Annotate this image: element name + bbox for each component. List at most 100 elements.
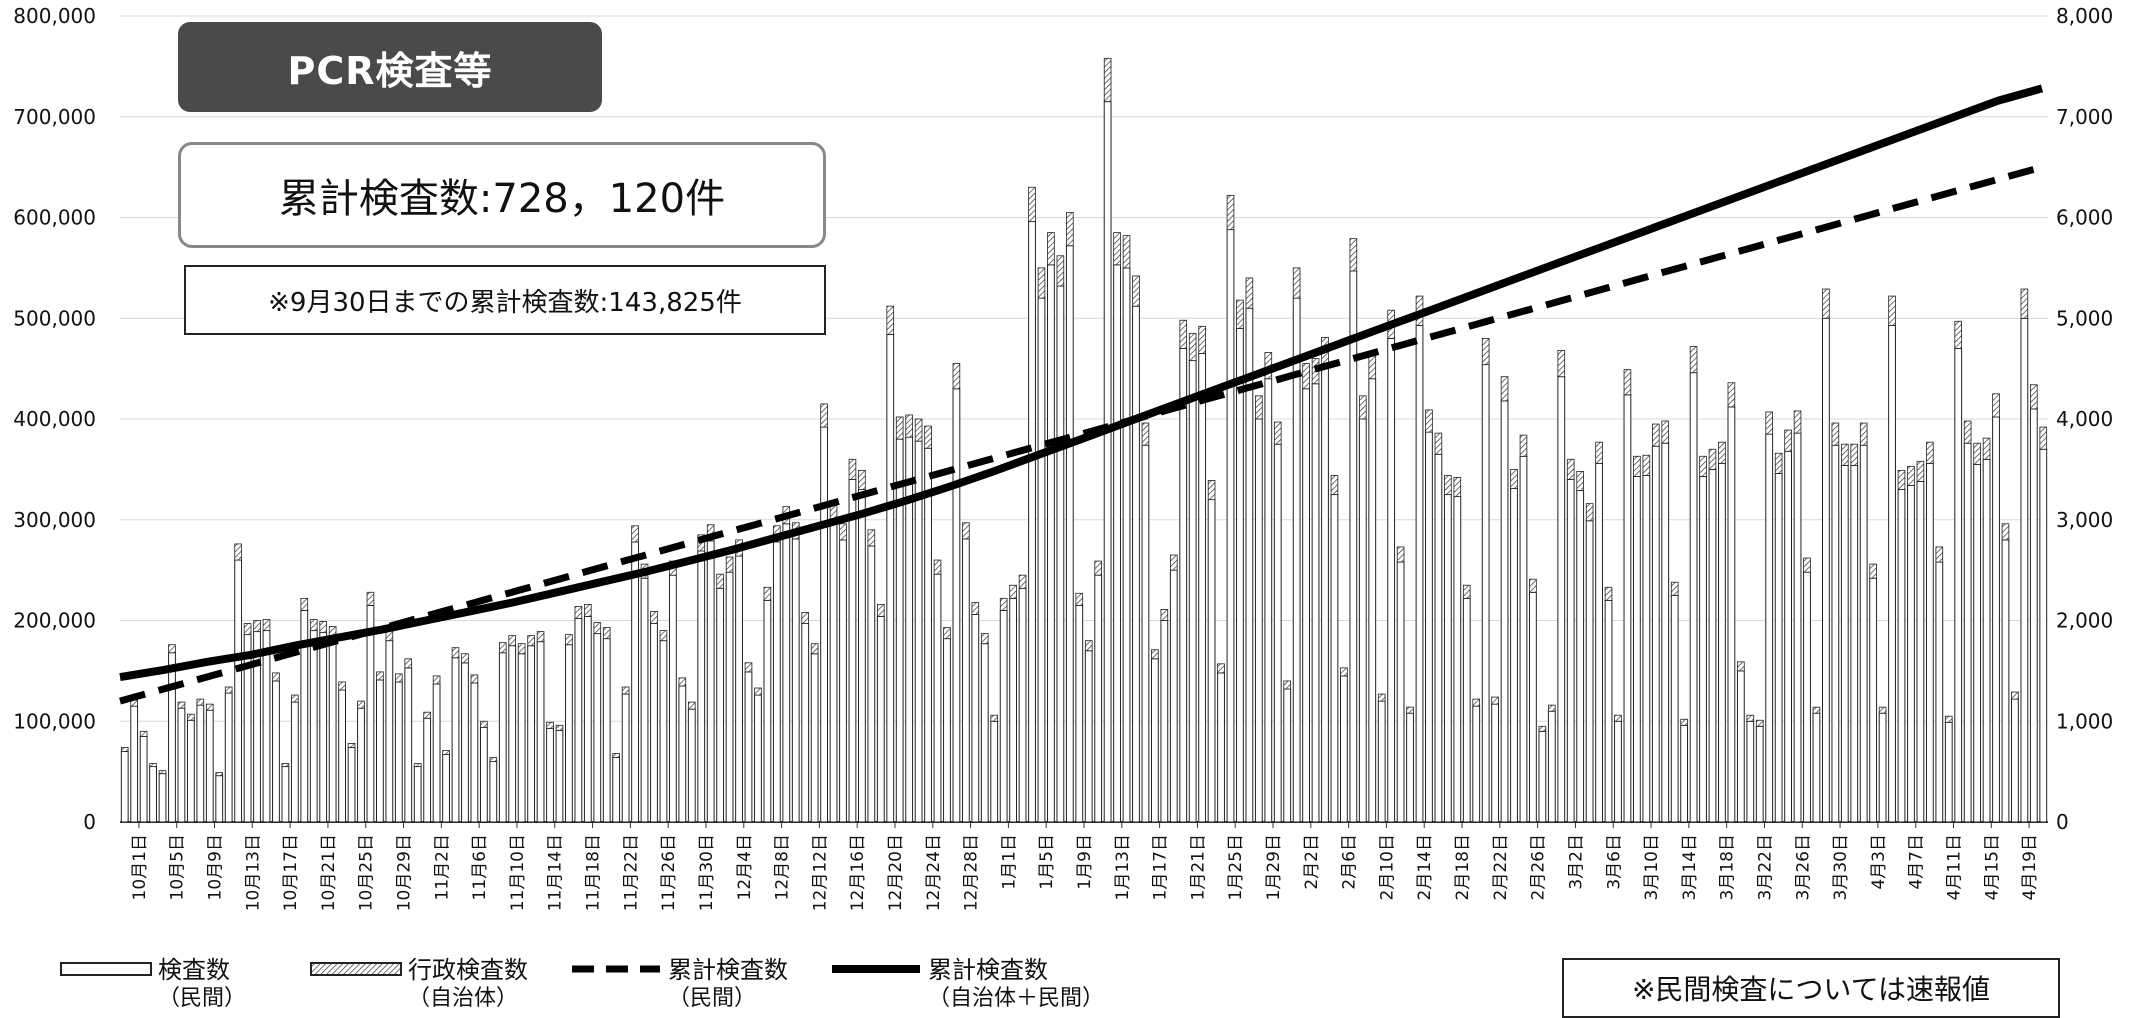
bar-admin — [1103, 57, 1112, 103]
bar-private — [1453, 496, 1462, 823]
bar-private — [1339, 675, 1348, 823]
bar-private — [536, 641, 545, 823]
bar-admin — [1188, 332, 1197, 361]
bar-admin — [980, 633, 989, 645]
x-tick-label: 10月25日 — [357, 834, 377, 911]
bar-private — [1510, 488, 1518, 823]
bar-admin — [1481, 337, 1490, 365]
bar-private — [1680, 724, 1689, 823]
bar-private — [1765, 433, 1774, 823]
bar-private — [754, 694, 762, 823]
bar-admin — [1462, 584, 1471, 599]
bar-admin — [801, 612, 809, 624]
bar-private — [1462, 597, 1471, 823]
bar-admin — [678, 677, 687, 687]
bar-admin — [1207, 480, 1216, 500]
bar-admin — [933, 559, 942, 575]
bar-admin — [1604, 586, 1613, 601]
x-tick-label: 10月17日 — [281, 834, 301, 911]
bar-private — [1529, 591, 1537, 823]
bar-admin — [1576, 470, 1584, 491]
bar-private — [1935, 561, 1944, 823]
x-tick-label: 1月17日 — [1151, 834, 1171, 900]
bar-private — [895, 438, 904, 823]
bar-admin — [763, 586, 772, 601]
x-tick-label: 3月2日 — [1566, 834, 1586, 890]
bar-private — [290, 701, 299, 823]
bar-private — [1387, 337, 1396, 823]
bar-admin — [1557, 350, 1566, 378]
bar-private — [130, 705, 139, 823]
bar-admin — [839, 523, 847, 541]
bar-private — [782, 523, 791, 823]
bar-admin — [366, 591, 375, 606]
bar-private — [196, 704, 205, 823]
bar-admin — [404, 658, 413, 669]
bar-private — [309, 630, 318, 823]
bar-private — [498, 652, 507, 823]
legend-sub: （自治体） — [408, 986, 519, 1011]
bar-private — [1585, 520, 1594, 823]
bar-admin — [498, 642, 507, 654]
bar-admin — [527, 635, 535, 647]
bar-private — [149, 766, 157, 823]
bar-admin — [1831, 422, 1840, 446]
bar-admin — [319, 621, 327, 633]
bar-private — [319, 632, 328, 823]
x-tick-label: 3月14日 — [1680, 834, 1700, 900]
bar-private — [650, 623, 658, 823]
x-axis: 10月1日 10月5日 10月9日 10月13日 10月17日 10月21日 10月25日 1… — [130, 822, 2040, 911]
bar-admin — [1548, 704, 1556, 712]
bar-private — [1831, 444, 1840, 823]
bar-private — [158, 773, 167, 823]
bar-admin — [716, 573, 724, 589]
x-tick-label: 10月13日 — [243, 834, 263, 911]
bar-admin — [990, 714, 999, 722]
bar-admin — [1746, 714, 1755, 722]
total-count-box: 累計検査数:728，120件 — [178, 142, 826, 248]
x-tick-label: 12月24日 — [924, 834, 944, 911]
bar-private — [1415, 324, 1424, 823]
bar-private — [224, 692, 233, 823]
bar-admin — [442, 750, 450, 755]
bar-admin — [1803, 557, 1811, 573]
y-axis-left: 0 100,000 200,000 300,000 400,000 500,000 600,… — [13, 4, 96, 834]
bar-private — [1954, 347, 1963, 823]
bar-admin — [1236, 299, 1244, 329]
bar-admin — [754, 687, 762, 696]
bar-private — [1037, 297, 1046, 823]
bar-private — [810, 653, 819, 823]
bar-private — [328, 637, 337, 823]
bar-admin — [1916, 460, 1925, 482]
bar-private — [357, 707, 365, 823]
bar-private — [1699, 475, 1707, 823]
y-left-tick-label: 300,000 — [13, 508, 96, 532]
bar-private — [1784, 450, 1793, 823]
bar-admin — [1680, 718, 1688, 726]
bar-admin — [1472, 698, 1481, 707]
bar-private — [990, 720, 999, 823]
bar-admin — [1623, 369, 1632, 396]
bar-admin — [253, 620, 261, 632]
bar-admin — [1774, 452, 1783, 474]
bar-admin — [1973, 442, 1981, 465]
bar-private — [678, 685, 687, 823]
bar-admin — [1132, 275, 1140, 307]
bar-admin — [574, 605, 583, 619]
bar-admin — [1066, 212, 1074, 247]
y-left-tick-label: 200,000 — [13, 609, 96, 633]
bar-private — [772, 541, 781, 823]
bar-private — [1349, 270, 1358, 823]
bar-admin — [1642, 454, 1651, 476]
bar-private — [366, 604, 375, 823]
bar-private — [1944, 721, 1953, 823]
bar-admin — [187, 713, 195, 721]
bar-private — [375, 679, 384, 823]
bar-private — [631, 541, 639, 823]
bar-private — [1519, 455, 1528, 823]
bar-private — [262, 630, 271, 823]
bar-admin — [1425, 409, 1433, 433]
bar-private — [593, 633, 602, 823]
dashed-line-symbol — [572, 965, 660, 973]
bar-admin — [1982, 437, 1991, 460]
